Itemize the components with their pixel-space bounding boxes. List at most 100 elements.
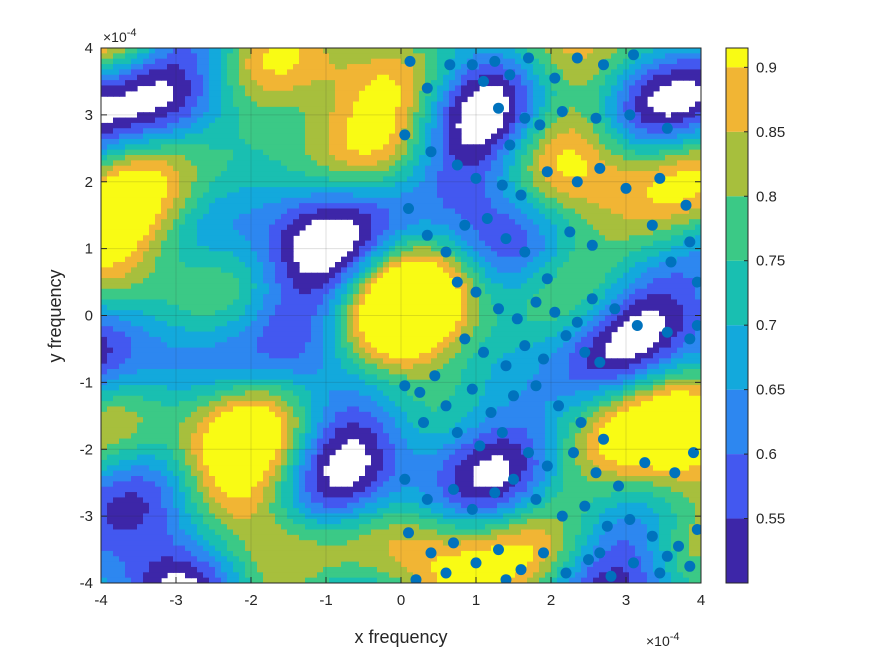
contour-cell <box>197 454 204 461</box>
contour-cell <box>137 48 144 54</box>
contour-cell <box>281 529 288 536</box>
contour-cell <box>371 331 378 338</box>
contour-cell <box>185 534 192 541</box>
contour-cell <box>323 283 330 290</box>
contour-cell <box>161 470 168 477</box>
contour-cell <box>185 363 192 370</box>
contour-cell <box>293 556 300 563</box>
contour-cell <box>311 64 318 70</box>
contour-cell <box>149 352 156 359</box>
contour-cell <box>377 417 384 424</box>
contour-cell <box>137 427 144 434</box>
contour-cell <box>215 336 222 343</box>
contour-cell <box>137 80 144 87</box>
contour-cell <box>335 326 342 333</box>
contour-cell <box>167 454 174 461</box>
contour-cell <box>125 283 132 290</box>
contour-cell <box>365 320 372 327</box>
contour-cell <box>269 299 276 306</box>
contour-cell <box>221 133 228 140</box>
contour-cell <box>209 160 216 167</box>
contour-cell <box>119 374 126 381</box>
contour-cell <box>227 481 234 488</box>
contour-cell <box>113 128 120 135</box>
contour-cell <box>263 267 270 274</box>
contour-cell <box>395 422 402 429</box>
contour-cell <box>143 433 150 440</box>
contour-cell <box>341 331 348 338</box>
contour-cell <box>191 524 198 531</box>
contour-cell <box>311 481 318 488</box>
contour-cell <box>311 90 318 97</box>
contour-cell <box>281 508 288 515</box>
contour-cell <box>359 518 366 525</box>
contour-cell <box>143 315 150 322</box>
contour-cell <box>161 149 168 156</box>
contour-cell <box>191 556 198 563</box>
contour-cell <box>251 529 258 536</box>
contour-cell <box>341 149 348 156</box>
contour-cell <box>377 96 384 103</box>
contour-cell <box>365 347 372 354</box>
contour-cell <box>119 267 126 274</box>
contour-cell <box>407 304 414 311</box>
contour-cell <box>401 326 408 333</box>
contour-cell <box>197 352 204 359</box>
contour-cell <box>377 283 384 290</box>
contour-cell <box>371 203 378 210</box>
contour-cell <box>275 454 282 461</box>
contour-cell <box>191 69 198 76</box>
contour-cell <box>329 577 336 583</box>
contour-cell <box>341 294 348 301</box>
contour-cell <box>335 69 342 76</box>
contour-cell <box>161 550 168 557</box>
contour-cell <box>383 69 390 76</box>
contour-cell <box>209 315 216 322</box>
contour-cell <box>107 256 114 263</box>
contour-cell <box>125 545 132 552</box>
contour-cell <box>305 438 312 445</box>
contour-cell <box>221 561 228 568</box>
contour-cell <box>119 369 126 375</box>
contour-cell <box>383 219 390 226</box>
contour-cell <box>353 486 360 493</box>
contour-cell <box>155 235 162 242</box>
contour-cell <box>245 133 252 140</box>
contour-cell <box>215 283 222 290</box>
contour-cell <box>311 352 318 359</box>
contour-cell <box>365 379 372 386</box>
contour-cell <box>197 459 204 466</box>
contour-cell <box>395 171 402 177</box>
contour-cell <box>341 433 348 440</box>
contour-cell <box>185 112 192 119</box>
contour-cell <box>101 459 108 466</box>
contour-cell <box>245 181 252 188</box>
contour-cell <box>203 304 210 311</box>
contour-cell <box>383 160 390 167</box>
contour-cell <box>245 422 252 429</box>
contour-cell <box>245 112 252 119</box>
contour-cell <box>149 347 156 354</box>
contour-cell <box>371 459 378 466</box>
contour-cell <box>233 545 240 552</box>
contour-cell <box>203 454 210 461</box>
contour-cell <box>395 251 402 258</box>
contour-cell <box>407 401 414 408</box>
contour-cell <box>239 267 246 274</box>
contour-cell <box>197 96 204 103</box>
contour-cell <box>191 331 198 338</box>
contour-cell <box>185 411 192 418</box>
contour-cell <box>245 534 252 541</box>
contour-cell <box>173 454 180 461</box>
contour-cell <box>395 438 402 445</box>
contour-cell <box>383 192 390 199</box>
contour-cell <box>269 256 276 263</box>
contour-cell <box>161 347 168 354</box>
contour-cell <box>383 379 390 386</box>
contour-cell <box>341 513 348 520</box>
contour-cell <box>389 144 396 151</box>
contour-cell <box>389 267 396 274</box>
contour-cell <box>191 427 198 434</box>
contour-cell <box>233 69 240 76</box>
contour-cell <box>233 74 240 81</box>
